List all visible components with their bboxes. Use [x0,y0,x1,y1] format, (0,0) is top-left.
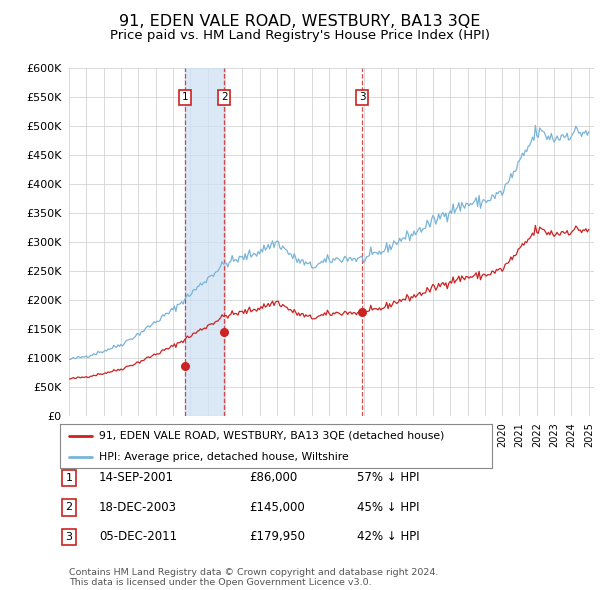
Text: £86,000: £86,000 [249,471,297,484]
Text: Contains HM Land Registry data © Crown copyright and database right 2024.: Contains HM Land Registry data © Crown c… [69,568,439,577]
Text: Price paid vs. HM Land Registry's House Price Index (HPI): Price paid vs. HM Land Registry's House … [110,30,490,42]
Text: 45% ↓ HPI: 45% ↓ HPI [357,501,419,514]
Text: 05-DEC-2011: 05-DEC-2011 [99,530,177,543]
Text: 18-DEC-2003: 18-DEC-2003 [99,501,177,514]
Text: 42% ↓ HPI: 42% ↓ HPI [357,530,419,543]
Text: 3: 3 [65,532,73,542]
Text: 2: 2 [221,93,227,103]
Text: 91, EDEN VALE ROAD, WESTBURY, BA13 3QE: 91, EDEN VALE ROAD, WESTBURY, BA13 3QE [119,14,481,30]
Text: £179,950: £179,950 [249,530,305,543]
Text: HPI: Average price, detached house, Wiltshire: HPI: Average price, detached house, Wilt… [99,452,349,462]
Text: 91, EDEN VALE ROAD, WESTBURY, BA13 3QE (detached house): 91, EDEN VALE ROAD, WESTBURY, BA13 3QE (… [99,431,444,441]
Text: £145,000: £145,000 [249,501,305,514]
Text: 1: 1 [182,93,188,103]
Text: 14-SEP-2001: 14-SEP-2001 [99,471,174,484]
Text: This data is licensed under the Open Government Licence v3.0.: This data is licensed under the Open Gov… [69,578,371,587]
Bar [185,68,224,416]
Text: 57% ↓ HPI: 57% ↓ HPI [357,471,419,484]
Text: 2: 2 [65,503,73,512]
Text: 1: 1 [65,473,73,483]
Text: 3: 3 [359,93,365,103]
